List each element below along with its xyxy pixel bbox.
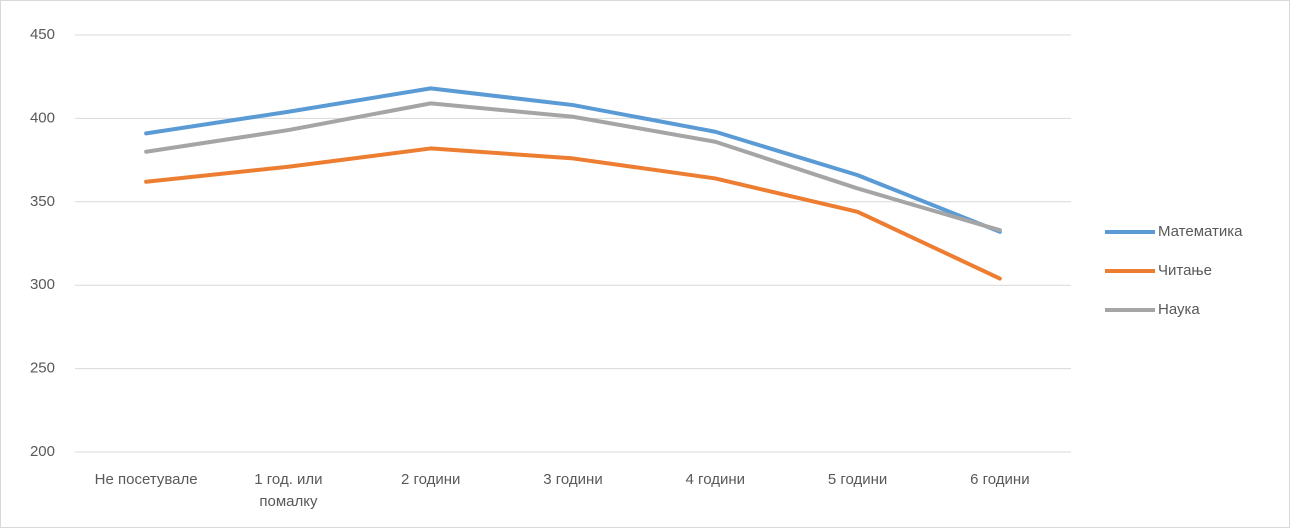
x-tick-label: 1 год. или помалку (254, 471, 323, 510)
x-tick-label: 5 години (827, 471, 888, 488)
x-tick-label: 6 години (970, 471, 1030, 488)
y-tick-label: 200 (30, 443, 55, 460)
y-tick-label: 350 (30, 193, 55, 210)
x-tick-label: 2 години (400, 471, 461, 488)
x-tick-label: 3 години (543, 471, 603, 488)
y-tick-label: 450 (30, 26, 55, 43)
legend-label: Читање (1158, 262, 1212, 279)
x-tick-label: 4 години (685, 471, 746, 488)
legend-label: Наука (1158, 301, 1200, 318)
y-tick-label: 250 (30, 360, 55, 377)
x-tick-label: Не посетувале (94, 471, 198, 488)
line-series (144, 101, 1002, 233)
y-tick-label: 300 (30, 276, 55, 293)
line-series (144, 86, 1002, 234)
y-tick-label: 400 (30, 109, 55, 126)
legend-label: Математика (1158, 223, 1243, 240)
line-series (144, 146, 1002, 281)
